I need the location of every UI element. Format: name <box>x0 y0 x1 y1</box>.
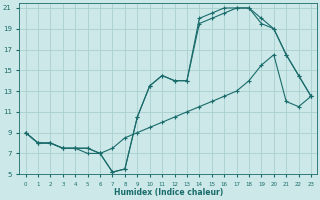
X-axis label: Humidex (Indice chaleur): Humidex (Indice chaleur) <box>114 188 223 197</box>
